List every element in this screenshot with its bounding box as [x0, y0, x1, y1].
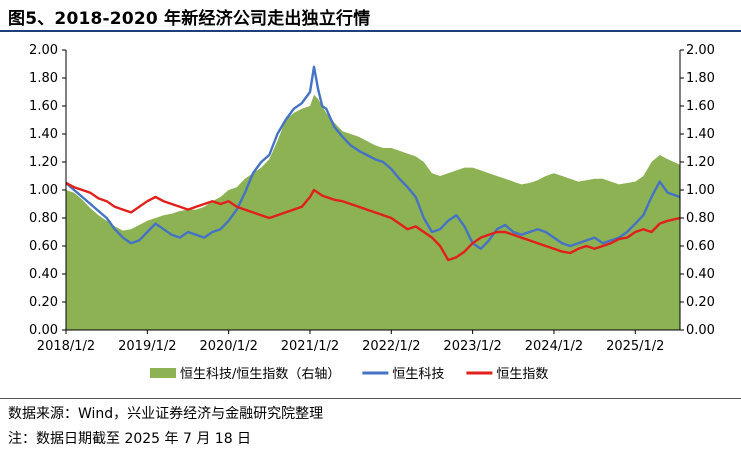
right-tick-label: 0.20	[686, 295, 715, 310]
legend-label-1: 恒生科技	[392, 367, 444, 382]
x-tick-label: 2019/1/2	[118, 339, 176, 354]
right-tick-label: 0.80	[686, 211, 715, 226]
x-tick-label: 2021/1/2	[281, 339, 339, 354]
x-tick-label: 2018/1/2	[37, 339, 95, 354]
x-tick-label: 2022/1/2	[362, 339, 420, 354]
left-tick-label: 0.80	[29, 211, 58, 226]
line-layer	[65, 65, 681, 262]
right-tick-label: 1.20	[686, 155, 715, 170]
chart-canvas: 0.00 0.20 0.40 0.60 0.80 1.00 1.20 1.40 1.60 1.80…	[29, 43, 715, 382]
left-tick-label: 1.00	[29, 183, 58, 198]
right-tick-label: 1.00	[686, 183, 715, 198]
right-tick-label: 0.60	[686, 239, 715, 254]
x-tick-label: 2023/1/2	[443, 339, 501, 354]
x-tick-label: 2024/1/2	[525, 339, 583, 354]
x-tick-label: 2025/1/2	[606, 339, 664, 354]
legend: 恒生科技/恒生指数（右轴） 恒生科技 恒生指数	[150, 367, 548, 382]
right-tick-label: 1.80	[686, 71, 715, 86]
right-tick-label: 0.40	[686, 267, 715, 282]
left-tick-label: 2.00	[29, 43, 58, 58]
left-tick-label: 1.80	[29, 71, 58, 86]
right-tick-label: 0.00	[686, 323, 715, 338]
left-tick-label: 0.60	[29, 239, 58, 254]
right-tick-label: 2.00	[686, 43, 715, 58]
left-tick-label: 1.40	[29, 127, 58, 142]
series-line-2	[65, 181, 681, 262]
chart-title: 图5、2018-2020 年新经济公司走出独立行情	[8, 9, 371, 29]
left-tick-label: 0.00	[29, 323, 58, 338]
x-tick-label: 2020/1/2	[199, 339, 257, 354]
data-source-note: 数据来源：Wind，兴业证券经济与金融研究院整理	[8, 406, 324, 422]
title-divider	[0, 30, 741, 32]
left-tick-label: 1.60	[29, 99, 58, 114]
legend-label-2: 恒生指数	[496, 367, 548, 382]
axis-layer: 0.00 0.20 0.40 0.60 0.80 1.00 1.20 1.40 1.60 1.80…	[29, 43, 715, 354]
footer-divider	[0, 398, 741, 399]
legend-label-0: 恒生科技/恒生指数（右轴）	[180, 367, 340, 382]
series-line-1	[65, 65, 681, 250]
legend-swatch-area	[150, 368, 176, 378]
left-tick-label: 1.20	[29, 155, 58, 170]
left-tick-label: 0.40	[29, 267, 58, 282]
right-tick-label: 1.40	[686, 127, 715, 142]
date-footnote: 注：数据日期截至 2025 年 7 月 18 日	[8, 431, 252, 447]
right-tick-label: 1.60	[686, 99, 715, 114]
left-tick-label: 0.20	[29, 295, 58, 310]
